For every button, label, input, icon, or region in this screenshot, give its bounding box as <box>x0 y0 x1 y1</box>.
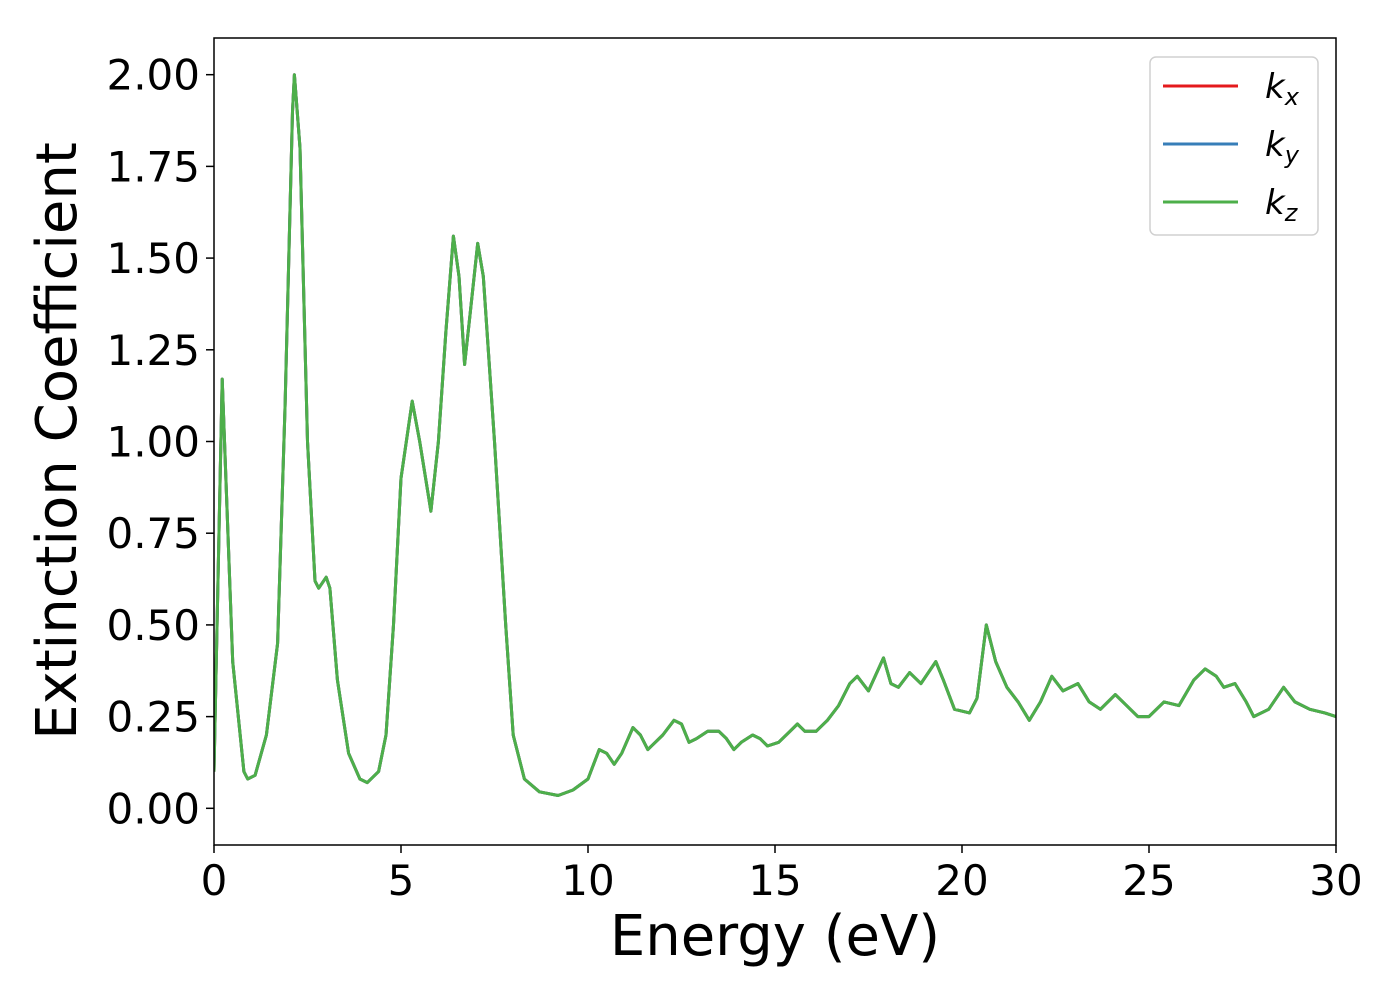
y-tick-label: 2.00 <box>106 51 200 100</box>
legend-text: kx <box>1265 67 1300 111</box>
legend-text: ky <box>1265 125 1300 169</box>
x-tick-label: 10 <box>561 856 614 905</box>
series-line <box>214 73 1336 797</box>
y-tick-label: 1.75 <box>106 142 200 191</box>
x-tick-label: 0 <box>201 856 228 905</box>
legend-text: kz <box>1265 183 1299 227</box>
y-tick-label: 1.25 <box>106 326 200 375</box>
y-tick-label: 0.25 <box>106 693 200 742</box>
plot-frame <box>213 37 1337 846</box>
y-tick-label: 0.75 <box>106 509 200 558</box>
y-tick-label: 1.00 <box>106 418 200 467</box>
x-tick-label: 30 <box>1309 856 1362 905</box>
y-tick-label: 1.50 <box>106 234 200 283</box>
y-tick-label: 0.50 <box>106 601 200 650</box>
x-tick-label: 25 <box>1122 856 1175 905</box>
legend-box <box>1149 56 1319 236</box>
y-axis-label: Extinction Coefficient <box>25 142 90 740</box>
y-tick-label: 0.00 <box>106 784 200 833</box>
x-tick-label: 20 <box>935 856 988 905</box>
x-axis-label: Energy (eV) <box>610 904 940 969</box>
x-tick-label: 5 <box>388 856 415 905</box>
x-tick-label: 15 <box>748 856 801 905</box>
